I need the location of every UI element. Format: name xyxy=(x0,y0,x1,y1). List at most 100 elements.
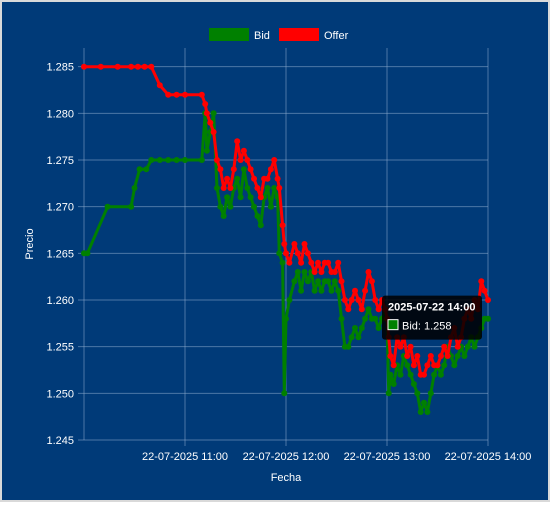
data-point[interactable] xyxy=(441,362,448,369)
data-point[interactable] xyxy=(304,278,311,285)
data-point[interactable] xyxy=(210,129,217,135)
data-point[interactable] xyxy=(276,250,283,257)
data-point[interactable] xyxy=(325,259,332,266)
data-point[interactable] xyxy=(210,110,217,117)
data-point[interactable] xyxy=(444,353,451,359)
data-point[interactable] xyxy=(434,362,441,369)
data-point[interactable] xyxy=(281,390,288,397)
data-point[interactable] xyxy=(156,82,163,89)
data-point[interactable] xyxy=(485,315,491,322)
data-point[interactable] xyxy=(214,185,220,191)
data-point[interactable] xyxy=(355,297,362,303)
data-point[interactable] xyxy=(264,185,271,191)
data-point[interactable] xyxy=(267,203,274,210)
data-point[interactable] xyxy=(362,315,369,322)
data-point[interactable] xyxy=(414,353,421,359)
data-point[interactable] xyxy=(331,269,338,275)
data-point[interactable] xyxy=(217,166,224,173)
data-point[interactable] xyxy=(318,269,325,275)
data-point[interactable] xyxy=(318,287,325,294)
data-point[interactable] xyxy=(203,147,210,154)
price-line-chart[interactable]: 1.245 1.250 1.255 1.260 1.265 1.270 1.275 1.280… xyxy=(2,2,548,500)
data-point[interactable] xyxy=(461,353,468,359)
data-point[interactable] xyxy=(485,297,491,303)
data-point[interactable] xyxy=(217,203,224,210)
data-point[interactable] xyxy=(387,353,394,359)
data-point[interactable] xyxy=(404,353,411,359)
data-point[interactable] xyxy=(328,287,335,294)
data-point[interactable] xyxy=(207,119,214,126)
data-point[interactable] xyxy=(397,371,404,378)
data-point[interactable] xyxy=(244,185,251,191)
data-point[interactable] xyxy=(345,343,352,350)
data-point[interactable] xyxy=(341,297,348,303)
data-point[interactable] xyxy=(291,241,298,247)
data-point[interactable] xyxy=(454,353,461,359)
data-point[interactable] xyxy=(240,147,247,154)
data-point[interactable] xyxy=(141,63,148,70)
data-point[interactable] xyxy=(301,269,308,275)
data-point[interactable] xyxy=(182,91,188,98)
data-point[interactable] xyxy=(234,175,241,182)
data-point[interactable] xyxy=(173,91,180,98)
data-point[interactable] xyxy=(247,194,254,201)
data-point[interactable] xyxy=(84,250,91,257)
data-point[interactable] xyxy=(331,278,338,285)
data-point[interactable] xyxy=(335,259,342,266)
data-point[interactable] xyxy=(345,306,352,313)
data-point[interactable] xyxy=(283,315,289,322)
data-point[interactable] xyxy=(375,325,382,331)
data-point[interactable] xyxy=(254,213,261,219)
data-point[interactable] xyxy=(338,278,345,285)
data-point[interactable] xyxy=(390,362,397,369)
data-point[interactable] xyxy=(348,297,355,303)
data-point[interactable] xyxy=(464,343,471,350)
data-point[interactable] xyxy=(390,381,397,387)
data-point[interactable] xyxy=(128,203,135,210)
data-point[interactable] xyxy=(237,194,244,201)
data-point[interactable] xyxy=(424,409,431,415)
data-point[interactable] xyxy=(254,185,261,191)
data-point[interactable] xyxy=(301,241,308,247)
data-point[interactable] xyxy=(311,287,318,294)
data-point[interactable] xyxy=(227,185,234,191)
data-point[interactable] xyxy=(304,250,311,257)
data-point[interactable] xyxy=(251,175,257,182)
data-point[interactable] xyxy=(478,278,485,285)
data-point[interactable] xyxy=(203,110,210,117)
data-point[interactable] xyxy=(279,222,286,229)
data-point[interactable] xyxy=(368,278,375,285)
data-point[interactable] xyxy=(182,157,188,163)
data-point[interactable] xyxy=(198,91,205,98)
data-point[interactable] xyxy=(251,203,257,210)
data-point[interactable] xyxy=(202,101,209,107)
data-point[interactable] xyxy=(247,166,254,173)
data-point[interactable] xyxy=(454,343,461,350)
data-point[interactable] xyxy=(281,241,288,247)
data-point[interactable] xyxy=(294,250,301,257)
data-point[interactable] xyxy=(385,390,392,397)
legend-item-offer[interactable]: Offer xyxy=(279,28,349,42)
data-point[interactable] xyxy=(274,175,281,182)
data-point[interactable] xyxy=(271,185,278,191)
data-point[interactable] xyxy=(387,371,394,378)
data-point[interactable] xyxy=(220,213,227,219)
data-point[interactable] xyxy=(173,157,180,163)
data-point[interactable] xyxy=(421,399,427,406)
data-point[interactable] xyxy=(421,371,427,378)
data-point[interactable] xyxy=(308,259,315,266)
data-point[interactable] xyxy=(410,381,417,387)
data-point[interactable] xyxy=(271,157,278,163)
data-point[interactable] xyxy=(136,166,143,173)
data-point[interactable] xyxy=(358,306,365,313)
data-point[interactable] xyxy=(365,269,372,275)
data-point[interactable] xyxy=(431,371,438,378)
data-point[interactable] xyxy=(437,371,444,378)
data-point[interactable] xyxy=(427,390,434,397)
data-point[interactable] xyxy=(294,269,301,275)
data-point[interactable] xyxy=(97,63,104,70)
data-point[interactable] xyxy=(283,250,289,257)
data-point[interactable] xyxy=(286,297,293,303)
data-point[interactable] xyxy=(244,157,251,163)
data-point[interactable] xyxy=(372,315,379,322)
